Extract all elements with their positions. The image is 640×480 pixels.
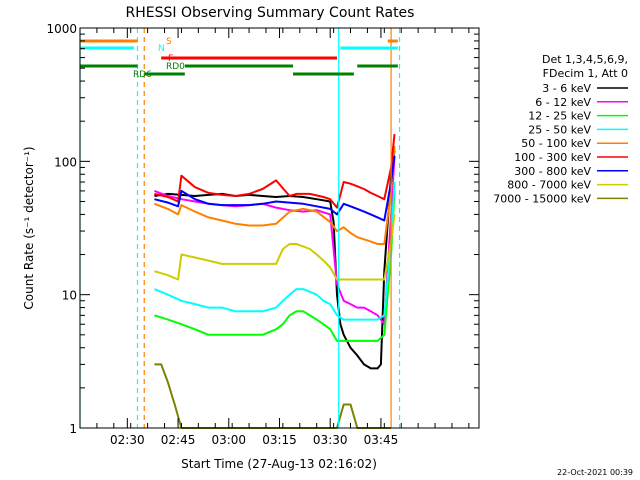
y-tick-label-2: 100 xyxy=(54,155,77,169)
legend-label-3: 25 - 50 keV xyxy=(528,123,591,136)
y-tick-label-3: 1000 xyxy=(46,22,77,36)
legend-label-0: 3 - 6 keV xyxy=(542,82,591,95)
x-tick-label-4: 03:30 xyxy=(313,433,348,447)
legend: Det 1,3,4,5,6,9, FDecim 1, Att 0 3 - 6 k… xyxy=(493,53,628,205)
state-bar-label-1: N xyxy=(158,44,165,54)
legend-label-2: 12 - 25 keV xyxy=(528,110,591,123)
legend-label-1: 6 - 12 keV xyxy=(535,96,591,109)
series-line-6 xyxy=(154,155,396,222)
x-tick-label-3: 03:15 xyxy=(262,433,297,447)
series-line-4 xyxy=(154,146,396,245)
generation-timestamp: 22-Oct-2021 00:39 xyxy=(557,468,633,477)
legend-label-5: 100 - 300 keV xyxy=(514,151,591,164)
chart-title: RHESSI Observing Summary Count Rates xyxy=(126,5,415,21)
x-tick-label-1: 02:45 xyxy=(161,433,196,447)
x-tick-label-2: 03:00 xyxy=(211,433,246,447)
state-bar-label-0: S xyxy=(166,37,172,47)
legend-label-4: 50 - 100 keV xyxy=(521,137,591,150)
series-line-3 xyxy=(154,181,396,321)
legend-label-7: 800 - 7000 keV xyxy=(507,179,591,192)
legend-header-line-2: FDecim 1, Att 0 xyxy=(543,67,628,80)
series-line-7 xyxy=(154,214,396,281)
axes: 1 10 100 1000 02:30 02:45 03:00 03:15 03:30 03:45 xyxy=(46,22,479,447)
state-bar-label-3: RD0 xyxy=(166,62,185,72)
series-line-2 xyxy=(154,190,396,342)
legend-label-8: 7000 - 15000 keV xyxy=(493,192,591,205)
x-axis-label: Start Time (27-Aug-13 02:16:02) xyxy=(181,457,377,471)
y-tick-label-1: 10 xyxy=(62,289,77,303)
series-line-5 xyxy=(154,133,396,209)
x-tick-label-0: 02:30 xyxy=(110,433,145,447)
state-bar-label-2: F xyxy=(168,54,173,64)
y-axis-label: Count Rate (s⁻¹ detector⁻¹) xyxy=(22,146,36,309)
state-bar-label-4: RD6 xyxy=(133,70,152,80)
x-tick-label-5: 03:45 xyxy=(364,433,399,447)
legend-label-6: 300 - 800 keV xyxy=(514,165,591,178)
legend-header-line-1: Det 1,3,4,5,6,9, xyxy=(542,53,628,66)
y-tick-label-0: 1 xyxy=(69,422,77,436)
